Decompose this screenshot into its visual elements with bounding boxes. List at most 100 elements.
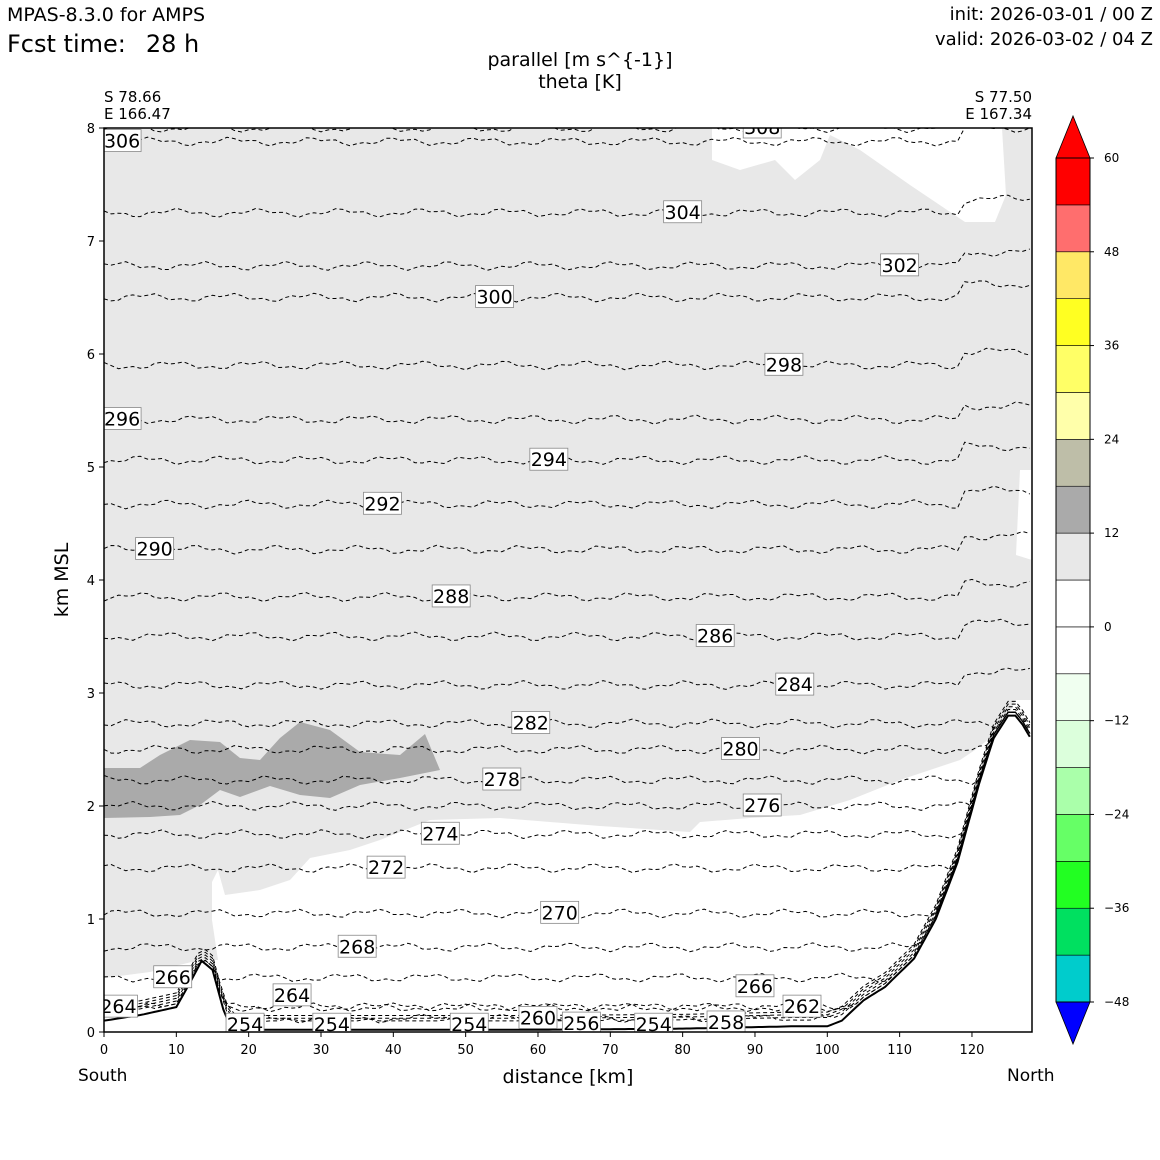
right-endpoint-lon: E 167.34	[965, 105, 1032, 123]
contour-label-box	[721, 737, 760, 760]
forecast-time-label: Fcst time:	[7, 30, 126, 58]
colorbar-segment	[1055, 814, 1091, 862]
contour-label-box	[529, 447, 569, 471]
contour-label: 254	[314, 1014, 350, 1036]
model-title: MPAS-8.3.0 for AMPS	[7, 4, 206, 26]
x-axis: 0 10 20 30 40 50 60 70 80 90 100 110 120	[100, 1032, 985, 1058]
colorbar-segment	[1055, 954, 1091, 1003]
x-axis-label: distance [km]	[503, 1066, 634, 1088]
contour-label: 298	[766, 354, 802, 376]
y-axis: 0 1 2 3 4 5 6 7 8	[87, 122, 104, 1041]
theta-contour-264	[104, 711, 1031, 1012]
left-endpoint-lon: E 166.47	[104, 105, 171, 123]
x-tick-label: 120	[960, 1043, 985, 1058]
x-tick-label: 60	[530, 1043, 547, 1058]
contour-label: 262	[784, 996, 820, 1018]
right-endpoint-lat: S 77.50	[974, 88, 1032, 106]
contour-label: 308	[744, 117, 780, 139]
x-tick-label: 50	[457, 1043, 474, 1058]
contour-label-box	[782, 994, 822, 1018]
y-tick-label: 1	[87, 913, 95, 928]
contour-label-box	[104, 129, 142, 152]
contour-label-box	[363, 491, 402, 515]
colorbar-segment	[1055, 720, 1091, 768]
contour-label: 268	[339, 936, 375, 958]
colorbar-segment	[1055, 157, 1091, 206]
contour-label-box	[695, 624, 735, 647]
y-tick-label: 3	[87, 687, 95, 702]
contour-label: 264	[274, 985, 310, 1007]
x-tick-label: 90	[747, 1043, 764, 1058]
contour-label-box	[337, 934, 377, 958]
contour-label-box	[511, 711, 551, 734]
colorbar-segment	[1055, 579, 1091, 628]
contour-label: 286	[697, 626, 733, 648]
colorbar-segment	[1055, 204, 1091, 253]
chart-title: parallel [m s^{-1}]	[487, 49, 673, 71]
theta-contour-262	[104, 711, 1031, 1013]
contour-label: 280	[722, 739, 758, 761]
contour-label: 260	[520, 1007, 556, 1029]
contour-label-box	[764, 352, 804, 376]
y-tick-label: 5	[87, 461, 95, 476]
y-axis-label: km MSL	[51, 542, 73, 617]
contour-label: 254	[227, 1014, 263, 1036]
contour-label: 302	[882, 255, 918, 277]
shading-dark-gray	[104, 722, 440, 818]
colorbar-tick-label: 12	[1104, 526, 1119, 540]
contour-label-box	[420, 821, 460, 845]
contour-label-box	[706, 1010, 746, 1032]
colorbar-under-arrow	[1055, 1001, 1091, 1046]
contour-label-box	[135, 537, 175, 560]
contour-label-box	[482, 767, 522, 791]
colorbar-tick-label: 60	[1104, 151, 1119, 165]
x-tick-label: 110	[887, 1043, 912, 1058]
colorbar-frame	[1055, 157, 1091, 1003]
contour-label: 282	[513, 713, 549, 735]
y-tick-label: 8	[87, 122, 95, 137]
colorbar-segment	[1055, 673, 1091, 721]
contour-label-box	[366, 855, 406, 879]
y-tick-label: 4	[87, 574, 95, 589]
forecast-time: Fcst time: 28 h	[7, 30, 199, 58]
contour-label: 284	[777, 674, 813, 696]
contour-label-box	[431, 584, 471, 608]
colorbar-tick-label: −24	[1104, 807, 1129, 821]
colorbar-over-arrow	[1055, 114, 1091, 159]
x-tick-label: 40	[385, 1043, 402, 1058]
y-tick-label: 7	[87, 235, 95, 250]
chart-subtitle: theta [K]	[538, 71, 622, 93]
y-tick-label: 0	[87, 1026, 95, 1041]
left-endpoint-lat: S 78.66	[104, 88, 162, 106]
colorbar-tick-label: 48	[1104, 245, 1119, 259]
north-label: North	[1007, 1066, 1055, 1086]
colorbar-tick-label: −36	[1104, 901, 1129, 915]
colorbar-segment	[1055, 532, 1091, 581]
forecast-time-value: 28 h	[145, 30, 200, 58]
contour-label: 254	[636, 1014, 672, 1036]
colorbar-segment	[1055, 392, 1091, 440]
contour-label-box	[312, 1012, 352, 1032]
contour-label-box	[735, 974, 775, 998]
contour-label: 258	[708, 1012, 744, 1034]
colorbar: 60 48 36 24 12 0 −12 −24 −36 −48	[1055, 114, 1129, 1046]
contour-labels: 306 308 304 302 300 298 296 294 292 290 288 286 284 2…	[104, 117, 920, 1036]
contour-label: 304	[665, 202, 701, 224]
colorbar-tick-label: 24	[1104, 432, 1119, 446]
colorbar-tick-label: −48	[1104, 995, 1129, 1009]
colorbar-segment	[1055, 626, 1091, 675]
contour-label-box	[742, 793, 782, 817]
contour-label-box	[518, 1006, 558, 1029]
contour-label: 266	[737, 976, 773, 998]
colorbar-segment	[1055, 298, 1091, 346]
contour-label: 278	[484, 769, 520, 791]
x-tick-label: 10	[168, 1043, 185, 1058]
colorbar-tick-label: 0	[1104, 620, 1112, 634]
contour-label-box	[104, 994, 138, 1018]
contour-label: 306	[104, 131, 140, 153]
contour-label: 270	[542, 902, 578, 924]
colorbar-segment	[1055, 907, 1091, 956]
x-tick-label: 70	[602, 1043, 619, 1058]
colorbar-segment	[1055, 251, 1091, 299]
init-time: init: 2026-03-01 / 00 Z	[949, 4, 1153, 25]
